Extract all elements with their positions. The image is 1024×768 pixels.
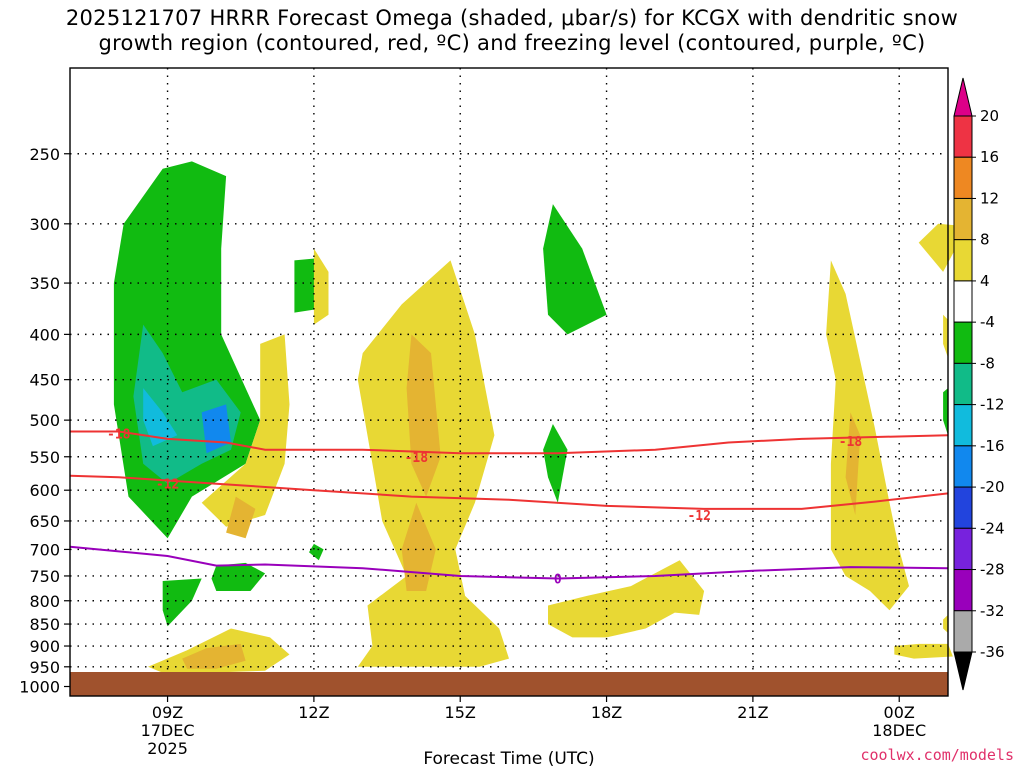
title-line-2: growth region (contoured, red, ºC) and f… <box>98 31 926 55</box>
y-tick-label-650: 650 <box>29 512 60 531</box>
colorbar-box-5 <box>953 280 973 323</box>
ground-surface <box>70 672 948 696</box>
colorbar-label-12: 12 <box>980 189 999 207</box>
y-tick-label-350: 350 <box>29 274 60 293</box>
colorbar-box-7 <box>953 362 973 406</box>
x-tick-sublabel-2025: 2025 <box>147 739 188 758</box>
contour-line-0 <box>70 430 949 455</box>
y-tick-label-400: 400 <box>29 325 60 344</box>
omega-region-4 <box>294 258 319 313</box>
x-tick-sublabel-18DEC: 18DEC <box>872 721 926 740</box>
y-tick-label-550: 550 <box>29 448 60 467</box>
omega-region-5 <box>162 578 202 627</box>
y-tick-label-800: 800 <box>29 592 60 611</box>
colorbar-label-8: 8 <box>980 231 990 249</box>
colorbar-box-2 <box>953 156 973 199</box>
omega-region-11 <box>313 248 329 325</box>
x-tick-label-12Z: 12Z <box>298 703 329 722</box>
colorbar-box-8 <box>953 404 973 447</box>
contour-label-2-0: 0 <box>554 573 562 588</box>
omega-region-8 <box>543 204 607 335</box>
colorbar: 20 16 12 8 4 -4 -8 -12 -16 -20 -24 -28 -32 -36 <box>953 77 1005 691</box>
omega-region-19 <box>943 314 948 358</box>
y-axis: 250 300 350 400 450 500 550 600 650 700 750 800 850 9… <box>19 145 70 697</box>
omega-region-9 <box>543 424 568 503</box>
contour-label-0-1: -18 <box>405 451 429 466</box>
y-tick-label-600: 600 <box>29 481 60 500</box>
omega-region-2 <box>143 388 178 447</box>
omega-region-7 <box>309 543 324 561</box>
colorbar-box-11 <box>953 527 973 571</box>
omega-shading <box>113 161 968 673</box>
colorbar-label-4: 4 <box>980 272 990 290</box>
omega-region-6 <box>211 562 266 591</box>
contour-label-1-1: -12 <box>687 509 710 524</box>
y-tick-label-1000: 1000 <box>19 678 60 697</box>
omega-region-22 <box>406 334 441 497</box>
colorbar-label--32: -32 <box>980 602 1005 620</box>
colorbar-box-4 <box>953 239 973 282</box>
colorbar-bottom-triangle <box>953 651 973 691</box>
contour-line-2 <box>69 545 949 580</box>
x-tick-label-15Z: 15Z <box>445 703 476 722</box>
omega-region-23 <box>401 502 436 591</box>
y-tick-label-850: 850 <box>29 615 60 634</box>
colorbar-box-10 <box>953 486 973 529</box>
colorbar-label--8: -8 <box>980 354 995 372</box>
colorbar-box-9 <box>953 445 973 488</box>
y-tick-label-950: 950 <box>29 658 60 677</box>
x-tick-label-09Z: 09Z <box>152 703 183 722</box>
contour-label-1-0: -12 <box>156 478 179 493</box>
contour-lines: -18 -18 -18 -12 -12 0 <box>69 428 949 588</box>
colorbar-label--4: -4 <box>980 313 995 331</box>
omega-region-21 <box>226 496 256 539</box>
y-tick-label-750: 750 <box>29 567 60 586</box>
colorbar-label--28: -28 <box>980 561 1005 579</box>
colorbar-top-triangle <box>953 77 973 117</box>
colorbar-label-16: 16 <box>980 148 999 166</box>
colorbar-label-20: 20 <box>980 107 999 125</box>
y-tick-label-700: 700 <box>29 540 60 559</box>
chart-title: 2025121707 HRRR Forecast Omega (shaded, … <box>0 6 1024 56</box>
colorbar-box-1 <box>953 115 973 158</box>
omega-region-20 <box>943 614 948 633</box>
y-tick-label-500: 500 <box>29 411 60 430</box>
omega-region-12 <box>201 334 290 527</box>
contour-label-0-2: -18 <box>839 435 863 450</box>
colorbar-box-13 <box>953 610 973 653</box>
y-tick-label-300: 300 <box>29 215 60 234</box>
colorbar-label--36: -36 <box>980 643 1005 661</box>
omega-region-24 <box>182 643 246 669</box>
omega-region-16 <box>826 260 909 611</box>
colorbar-label--24: -24 <box>980 519 1005 537</box>
colorbar-box-12 <box>953 569 973 612</box>
colorbar-label--12: -12 <box>980 396 1005 414</box>
colorbar-label--20: -20 <box>980 478 1005 496</box>
omega-region-18 <box>894 643 953 659</box>
colorbar-box-3 <box>953 197 973 241</box>
colorbar-box-6 <box>953 321 973 364</box>
omega-region-10 <box>943 388 948 436</box>
x-tick-sublabel-17DEC: 17DEC <box>141 721 195 740</box>
title-line-1: 2025121707 HRRR Forecast Omega (shaded, … <box>65 6 959 30</box>
x-axis-label: Forecast Time (UTC) <box>423 749 594 768</box>
contour-label-0-0: -18 <box>107 428 131 443</box>
y-tick-label-900: 900 <box>29 637 60 656</box>
x-tick-label-21Z: 21Z <box>737 703 768 722</box>
x-tick-label-18Z: 18Z <box>591 703 622 722</box>
y-tick-label-250: 250 <box>29 145 60 164</box>
contour-line-1 <box>69 474 949 510</box>
colorbar-label--16: -16 <box>980 437 1005 455</box>
x-tick-label-00Z: 00Z <box>884 703 915 722</box>
y-tick-label-450: 450 <box>29 371 60 390</box>
plot-frame <box>69 67 949 697</box>
site-credit: coolwx.com/models <box>860 746 1014 764</box>
omega-region-15 <box>548 560 705 638</box>
